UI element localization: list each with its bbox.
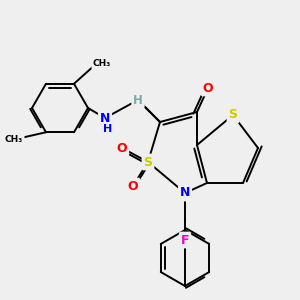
Text: O: O	[128, 179, 138, 193]
Text: S: S	[143, 155, 152, 169]
Text: N: N	[180, 187, 190, 200]
Text: N: N	[100, 112, 110, 124]
Text: CH₃: CH₃	[93, 59, 111, 68]
Text: H: H	[133, 94, 143, 106]
Text: O: O	[203, 82, 213, 94]
Text: O: O	[117, 142, 127, 154]
Text: H: H	[103, 124, 112, 134]
Text: CH₃: CH₃	[5, 135, 23, 144]
Text: F: F	[181, 233, 189, 247]
Text: S: S	[229, 109, 238, 122]
